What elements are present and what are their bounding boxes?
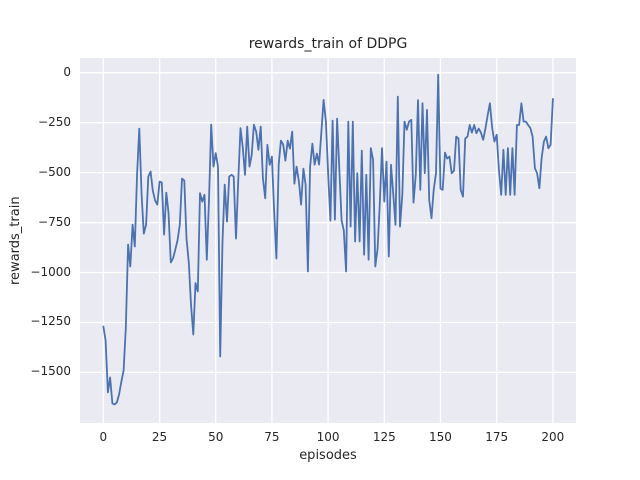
x-tick-label: 100 <box>316 430 340 444</box>
x-tick-label: 0 <box>99 430 108 444</box>
y-tick-label: −1500 <box>30 364 71 379</box>
y-tick-label: −250 <box>38 114 71 129</box>
x-tick-label: 150 <box>429 430 452 444</box>
x-tick-label: 50 <box>208 430 224 444</box>
y-tick-label: −1250 <box>30 314 71 329</box>
x-axis-label: episodes <box>299 448 357 463</box>
y-tick-label: 0 <box>63 64 71 79</box>
x-tick-label: 200 <box>541 430 565 444</box>
x-tick-label: 75 <box>264 430 280 444</box>
y-tick-label: −1000 <box>30 264 71 279</box>
line-chart <box>80 58 576 423</box>
chart-title: rewards_train of DDPG <box>248 36 408 52</box>
data-line <box>102 73 554 406</box>
x-tick-label: 175 <box>485 430 509 444</box>
x-tick-label: 125 <box>372 430 396 444</box>
y-tick-label: −750 <box>38 214 71 229</box>
plot-area <box>80 58 576 423</box>
x-tick-label: 25 <box>151 430 168 444</box>
y-tick-label: −500 <box>38 164 71 179</box>
gridlines <box>80 58 576 423</box>
